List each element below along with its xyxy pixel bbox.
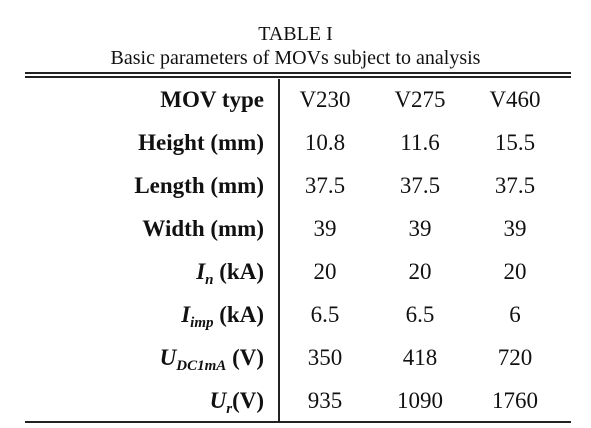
label-subscript: r xyxy=(226,401,233,417)
label-symbol: U xyxy=(159,345,177,370)
label-symbol: I xyxy=(196,259,206,284)
cell: 6.5 xyxy=(405,302,435,327)
cell: 6.5 xyxy=(310,302,340,327)
label-symbol: I xyxy=(181,302,191,327)
cell: 37.5 xyxy=(399,173,441,198)
row-label: In (kA) xyxy=(196,260,264,288)
row-label: Width (mm) xyxy=(142,217,264,240)
row-label: Height (mm) xyxy=(138,131,264,154)
column-header: V275 xyxy=(394,87,446,112)
cell: 1090 xyxy=(397,388,443,413)
cell: 1760 xyxy=(492,388,538,413)
cell: 935 xyxy=(307,388,343,413)
row-label: Ur(V) xyxy=(210,389,264,417)
row-label: Iimp (kA) xyxy=(181,303,264,331)
column-rule xyxy=(278,79,280,422)
label-unit: (V) xyxy=(232,388,264,413)
header-label: MOV type xyxy=(160,87,264,112)
column-header: V460 xyxy=(489,87,541,112)
label-unit: (V) xyxy=(226,345,264,370)
cell: 20 xyxy=(313,259,337,284)
top-rule xyxy=(25,76,571,78)
row-label: UDC1mA (V) xyxy=(160,346,264,374)
label-symbol: U xyxy=(209,388,227,413)
cell: 37.5 xyxy=(494,173,536,198)
label-subscript: imp xyxy=(190,315,214,331)
cell: 10.8 xyxy=(304,130,346,155)
label-subscript: DC1mA xyxy=(176,358,227,374)
cell: 39 xyxy=(503,216,527,241)
cell: 6 xyxy=(509,302,521,327)
bottom-rule xyxy=(25,421,571,423)
row-label: Length (mm) xyxy=(134,174,264,197)
table-label: TABLE I xyxy=(258,23,333,45)
cell: 15.5 xyxy=(494,130,536,155)
cell: 720 xyxy=(497,345,533,370)
cell: 39 xyxy=(313,216,337,241)
label-subscript: n xyxy=(205,272,214,288)
label-unit: (kA) xyxy=(213,259,264,284)
cell: 11.6 xyxy=(400,130,440,155)
label-unit: (kA) xyxy=(213,302,264,327)
cell: 418 xyxy=(402,345,438,370)
table-title: Basic parameters of MOVs subject to anal… xyxy=(110,47,481,69)
cell: 39 xyxy=(408,216,432,241)
label-text: Height (mm) xyxy=(138,130,264,155)
top-rule xyxy=(25,72,571,74)
cell: 37.5 xyxy=(304,173,346,198)
cell: 20 xyxy=(408,259,432,284)
column-header: V230 xyxy=(299,87,351,112)
label-text: Width (mm) xyxy=(142,216,264,241)
cell: 350 xyxy=(307,345,343,370)
label-text: Length (mm) xyxy=(134,173,264,198)
cell: 20 xyxy=(503,259,527,284)
